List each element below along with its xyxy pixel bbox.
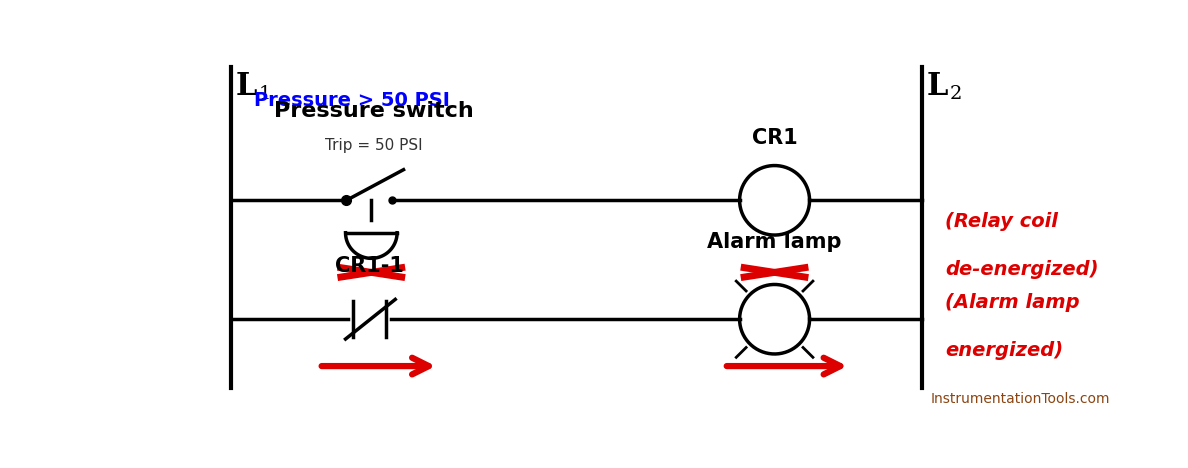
Text: L: L [236, 71, 258, 102]
Text: energized): energized) [944, 341, 1063, 360]
Text: L: L [927, 71, 948, 102]
Text: Pressure switch: Pressure switch [274, 101, 474, 121]
Text: 2: 2 [949, 85, 962, 103]
Text: InstrumentationTools.com: InstrumentationTools.com [931, 392, 1111, 406]
Text: Pressure > 50 PSI: Pressure > 50 PSI [254, 91, 450, 110]
Text: Alarm lamp: Alarm lamp [707, 232, 842, 252]
Text: de-energized): de-energized) [944, 260, 1099, 279]
Text: CR1: CR1 [752, 127, 797, 147]
Text: Trip = 50 PSI: Trip = 50 PSI [326, 139, 423, 154]
Text: (Alarm lamp: (Alarm lamp [944, 293, 1080, 312]
Text: (Relay coil: (Relay coil [944, 212, 1057, 231]
Text: CR1-1: CR1-1 [335, 256, 404, 276]
Text: 1: 1 [259, 85, 271, 103]
